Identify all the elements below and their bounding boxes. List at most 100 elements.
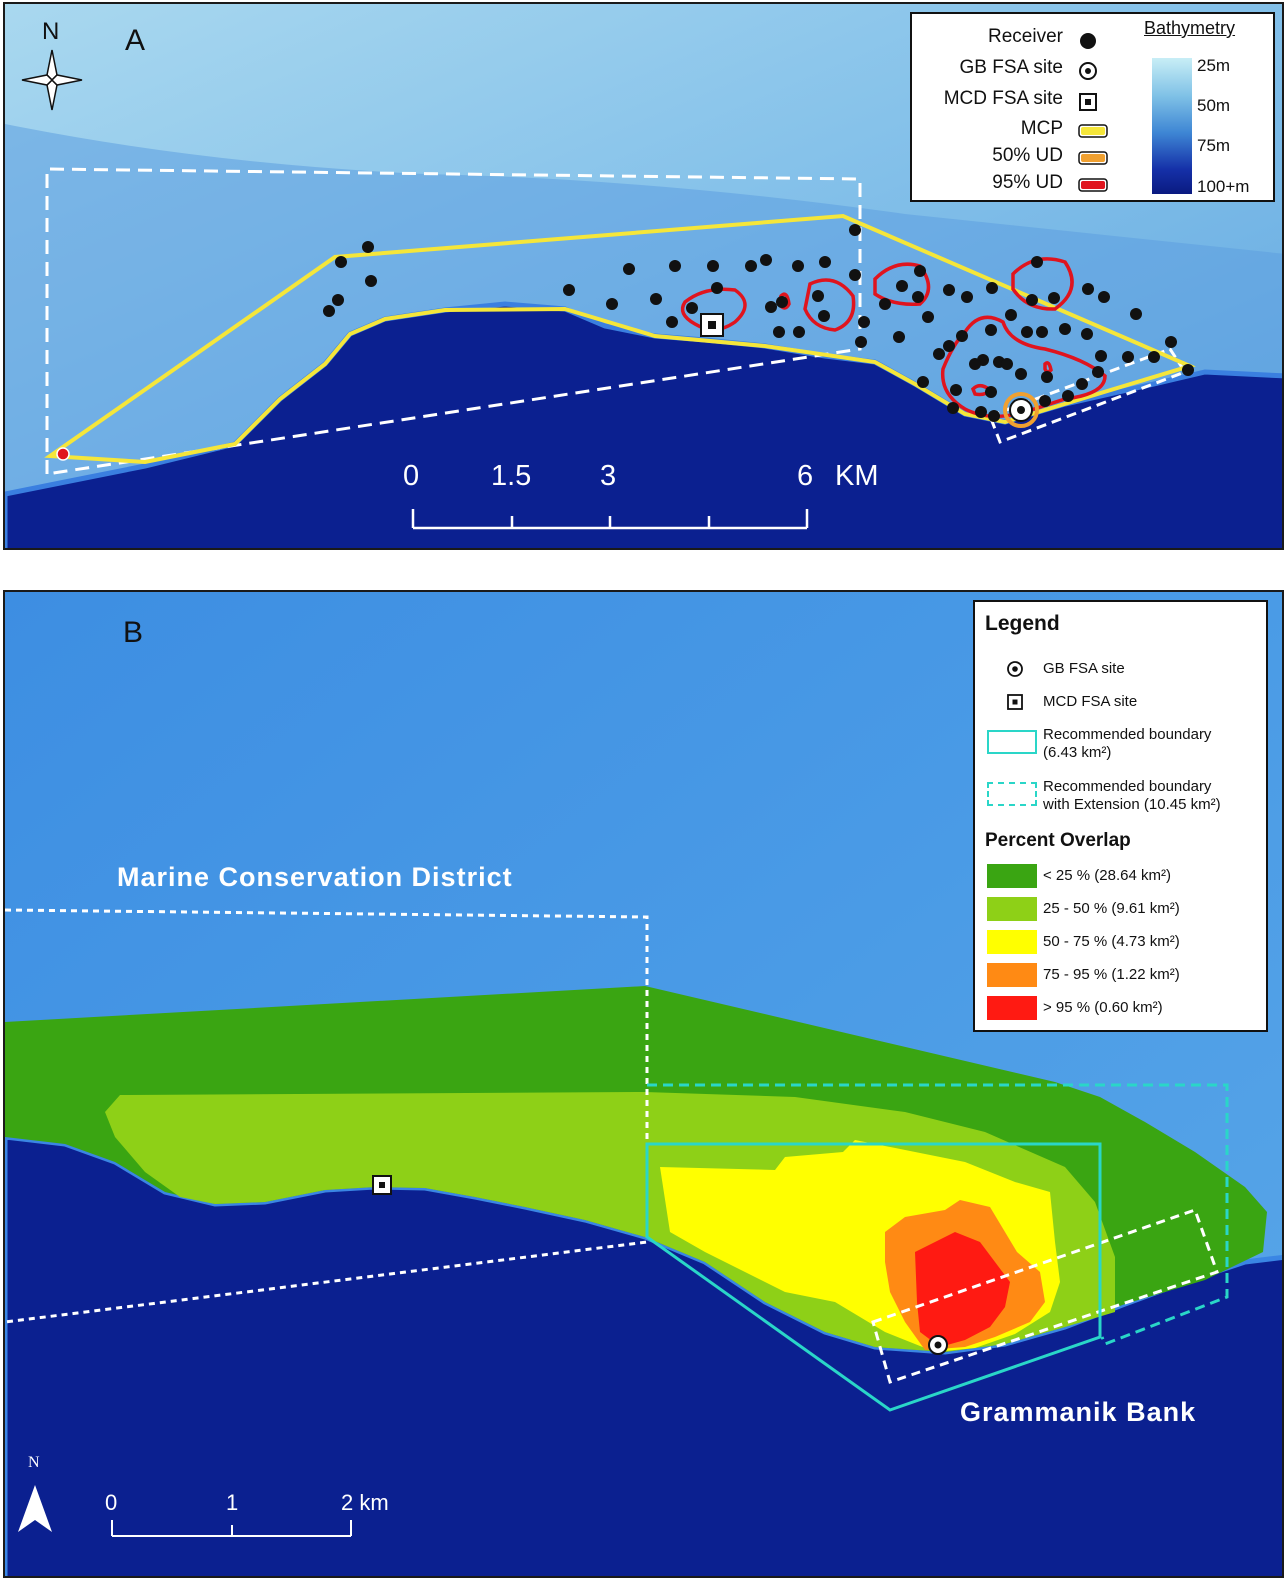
panel-label-b: B <box>123 616 144 649</box>
legend-b-rec1: Recommended boundary <box>1043 726 1212 743</box>
legend-b-ext1: Recommended boundary <box>1043 778 1212 795</box>
receiver-point <box>1165 336 1177 348</box>
ud95-swatch <box>1078 178 1108 192</box>
receiver-point <box>917 376 929 388</box>
legend-ud95-label: 95% UD <box>992 172 1063 193</box>
north-arrow-icon <box>18 1485 52 1532</box>
receiver-point <box>988 410 1000 422</box>
receiver-point <box>985 386 997 398</box>
swatch-gt95 <box>987 996 1037 1020</box>
ud50-swatch <box>1078 151 1108 165</box>
receiver-point <box>1092 366 1104 378</box>
receiver-point <box>943 340 955 352</box>
receiver-point <box>711 282 723 294</box>
receiver-point <box>1130 308 1142 320</box>
mcd-map-label: Marine Conservation District <box>117 862 513 892</box>
receiver-point <box>1182 364 1194 376</box>
receiver-point <box>975 406 987 418</box>
receiver-point <box>650 293 662 305</box>
receiver-point <box>922 311 934 323</box>
swatch-lt25 <box>987 864 1037 888</box>
receiver-point <box>563 284 575 296</box>
scale-b-2: 2 km <box>341 1490 389 1515</box>
receiver-point <box>933 348 945 360</box>
receiver-point <box>1015 368 1027 380</box>
receiver-point <box>985 324 997 336</box>
receiver-point <box>335 256 347 268</box>
receiver-point <box>745 260 757 272</box>
gb-boundary-a <box>988 347 1188 444</box>
receiver-point <box>1026 294 1038 306</box>
receiver-point <box>819 256 831 268</box>
ud50-contour <box>1003 392 1039 428</box>
swatch-25-50 <box>987 897 1037 921</box>
receiver-point <box>1095 350 1107 362</box>
receiver-point <box>793 326 805 338</box>
receiver-icon <box>1080 33 1096 49</box>
receiver-point <box>332 294 344 306</box>
receiver-point <box>362 241 374 253</box>
receiver-point <box>765 301 777 313</box>
scale-bar-b <box>111 1520 352 1537</box>
receiver-point <box>943 284 955 296</box>
receiver-point <box>914 265 926 277</box>
legend-b-title: Legend <box>985 612 1060 635</box>
north-label-a: N <box>42 18 60 45</box>
receiver-point <box>365 275 377 287</box>
receiver-point <box>879 298 891 310</box>
receiver-point <box>912 291 924 303</box>
receiver-point <box>760 254 772 266</box>
receiver-point <box>1001 358 1013 370</box>
receiver-point <box>666 316 678 328</box>
panel-b: B Marine Conservation District Grammanik… <box>3 590 1284 1578</box>
bathymetry-title: Bathymetry <box>1144 18 1236 38</box>
legend-gb-fsa-label: GB FSA site <box>959 57 1063 78</box>
mcd-fsa-icon <box>1079 93 1097 111</box>
receiver-point <box>1082 283 1094 295</box>
receiver-point <box>773 326 785 338</box>
recommended-boundary <box>645 1142 1102 1412</box>
receiver-point <box>792 260 804 272</box>
receiver-point <box>707 260 719 272</box>
scale-b-0: 0 <box>105 1490 118 1515</box>
receiver-point <box>812 290 824 302</box>
overlap-map-b <box>5 592 1282 1576</box>
receiver-point <box>686 302 698 314</box>
receiver-point <box>1031 256 1043 268</box>
receiver-point <box>969 358 981 370</box>
legend-class-75-95: 75 - 95 % (1.22 km²) <box>1043 966 1180 983</box>
receiver-point <box>1036 326 1048 338</box>
legend-b-ext2: with Extension (10.45 km²) <box>1043 796 1221 813</box>
receiver-point <box>950 384 962 396</box>
swatch-50-75 <box>987 930 1037 954</box>
receiver-point <box>776 296 788 308</box>
legend-b: Legend GB FSA site MCD FSA site Recommen… <box>973 600 1268 1032</box>
gb-fsa-icon-b <box>1007 661 1023 677</box>
mcd-boundary-b <box>5 908 649 1324</box>
receiver-point <box>669 260 681 272</box>
receiver-point <box>1098 291 1110 303</box>
legend-class-lt25: < 25 % (28.64 km²) <box>1043 867 1171 884</box>
legend-class-gt95: > 95 % (0.60 km²) <box>1043 999 1163 1016</box>
scale-b-1: 1 <box>226 1490 239 1515</box>
gb-map-label: Grammanik Bank <box>960 1397 1197 1427</box>
legend-ud50-label: 50% UD <box>992 145 1063 166</box>
red-point-marker <box>56 447 70 461</box>
gb-fsa-icon <box>1079 62 1097 80</box>
panel-a: A N 0 1.5 3 6 KM Receiver GB FSA site MC… <box>3 2 1284 550</box>
legend-mcp-label: MCP <box>1020 118 1063 139</box>
receiver-point <box>893 331 905 343</box>
mcd-boundary-a <box>45 167 862 476</box>
receiver-point <box>1076 378 1088 390</box>
mcd-fsa-site-a <box>700 313 724 337</box>
scale-label-0: 0 <box>403 460 420 492</box>
receiver-point <box>1062 390 1074 402</box>
gb-fsa-site-b <box>928 1335 948 1355</box>
bathymetry-color-bar <box>1152 58 1192 194</box>
legend-class-50-75: 50 - 75 % (4.73 km²) <box>1043 933 1180 950</box>
receiver-point <box>986 282 998 294</box>
swatch-75-95 <box>987 963 1037 987</box>
receiver-point <box>606 298 618 310</box>
receiver-point <box>1021 326 1033 338</box>
recommended-boundary-extension <box>647 1083 1229 1346</box>
